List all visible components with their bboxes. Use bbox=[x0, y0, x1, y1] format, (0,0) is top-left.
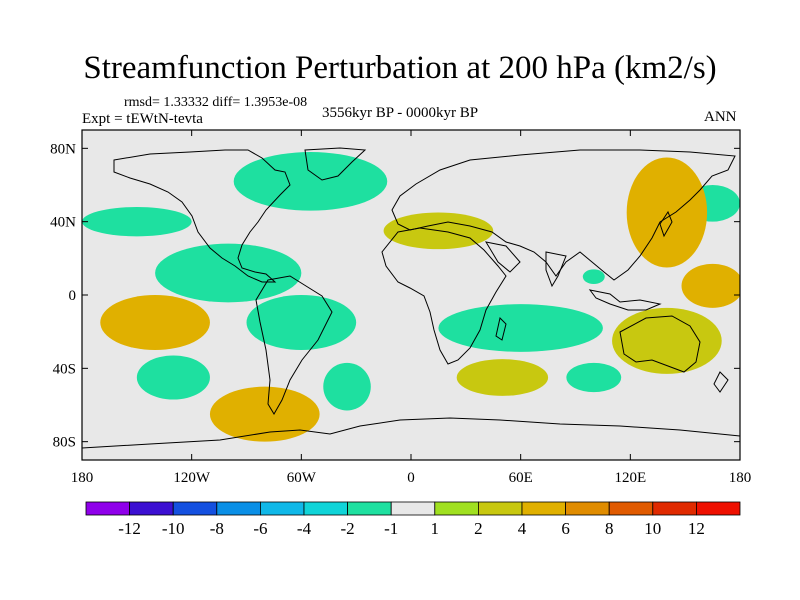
colorbar-label: 1 bbox=[431, 519, 440, 538]
region-tropical-atlantic-negative bbox=[246, 295, 357, 350]
colorbar-swatch bbox=[347, 501, 392, 516]
colorbar-label: -2 bbox=[341, 519, 355, 538]
lat-tick-label: 80S bbox=[53, 435, 76, 451]
greenland-coastline bbox=[304, 147, 367, 181]
lon-tick-label: 60E bbox=[509, 470, 533, 486]
colorbar-label: -8 bbox=[210, 519, 224, 538]
colorbar-swatch bbox=[696, 501, 741, 516]
region-north-atlantic-negative bbox=[233, 152, 388, 211]
new-zealand-coastline bbox=[713, 371, 729, 393]
region-south-pacific-high-lat-positive bbox=[209, 386, 320, 442]
japan-coastline bbox=[659, 210, 673, 238]
lon-tick-label: 180 bbox=[729, 470, 752, 486]
colorbar-label: 6 bbox=[561, 519, 570, 538]
africa-coastline bbox=[381, 227, 507, 365]
colorbar-swatch bbox=[129, 501, 174, 516]
colorbar-swatch bbox=[216, 501, 261, 516]
region-australia-south-negative bbox=[566, 362, 622, 393]
season-label: ANN bbox=[704, 109, 737, 125]
australia-coastline bbox=[619, 315, 701, 373]
region-indian-ocean-negative bbox=[438, 304, 603, 352]
colorbar-label: -10 bbox=[162, 519, 185, 538]
colorbar-swatch bbox=[521, 501, 566, 516]
anomaly-regions bbox=[82, 152, 740, 442]
north-america-coastline bbox=[113, 149, 291, 283]
lat-tick-label: 80N bbox=[50, 141, 76, 157]
eurasia-coastline bbox=[391, 149, 736, 281]
colorbar-swatch bbox=[259, 501, 305, 516]
colorbar-swatch bbox=[608, 501, 654, 516]
region-eastern-north-pacific-negative bbox=[82, 207, 192, 237]
lon-tick-label: 120E bbox=[614, 470, 646, 486]
lon-tick-label: 180 bbox=[71, 470, 94, 486]
colorbar-swatch bbox=[434, 501, 479, 516]
region-east-pacific-negative bbox=[136, 355, 210, 400]
colorbar-label: 12 bbox=[688, 519, 705, 538]
stats-label: rmsd= 1.33332 diff= 1.3953e-08 bbox=[124, 95, 308, 110]
region-asia-positive bbox=[626, 157, 708, 268]
lon-tick-label: 120W bbox=[173, 470, 211, 486]
south-america-coastline bbox=[255, 275, 333, 415]
region-south-pacific-positive bbox=[100, 295, 210, 350]
colorbar-label: 4 bbox=[518, 519, 527, 538]
region-west-pacific-positive bbox=[681, 263, 740, 308]
colorbar-label: 2 bbox=[474, 519, 483, 538]
colorbar-swatch bbox=[172, 501, 218, 516]
colorbar-label: -4 bbox=[297, 519, 312, 538]
colorbar-swatch bbox=[652, 501, 697, 516]
maritime-continent-coastline bbox=[588, 289, 662, 311]
plot-title: Streamfunction Perturbation at 200 hPa (… bbox=[83, 50, 717, 86]
madagascar-coastline bbox=[495, 317, 507, 341]
colorbar-swatch bbox=[477, 501, 523, 516]
lat-tick-label: 0 bbox=[69, 288, 77, 304]
lat-tick-label: 40S bbox=[53, 361, 76, 377]
map-axes: 180 120W 60W 0 60E 120E 180 80N 40N 0 40S 80S bbox=[50, 130, 751, 486]
colorbar-label: 10 bbox=[644, 519, 661, 538]
colorbar: -12 -10 -8 -6 -4 -2 -1 1 2 4 6 8 10 12 bbox=[85, 501, 741, 538]
colorbar-label: -6 bbox=[253, 519, 267, 538]
period-label: 3556kyr BP - 0000kyr BP bbox=[322, 105, 479, 121]
india-coastline bbox=[545, 251, 567, 288]
colorbar-swatch bbox=[565, 501, 610, 516]
lat-tick-label: 40N bbox=[50, 215, 76, 231]
experiment-label: Expt = tEWtN-tevta bbox=[82, 111, 203, 127]
colorbar-label: 8 bbox=[605, 519, 614, 538]
region-maritime-negative bbox=[582, 269, 605, 284]
region-southern-ocean-positive bbox=[456, 359, 549, 396]
colorbar-swatch bbox=[390, 501, 436, 516]
region-south-atlantic-negative bbox=[323, 362, 371, 411]
colorbar-label: -12 bbox=[118, 519, 141, 538]
region-australia-positive bbox=[612, 307, 722, 374]
arabia-coastline bbox=[484, 241, 521, 273]
coastlines bbox=[82, 147, 740, 449]
antarctica-coastline bbox=[82, 417, 740, 449]
lon-tick-label: 60W bbox=[287, 470, 317, 486]
colorbar-label: -1 bbox=[384, 519, 398, 538]
colorbar-swatch bbox=[303, 501, 348, 516]
lon-tick-label: 0 bbox=[407, 470, 415, 486]
region-central-america-negative bbox=[155, 243, 302, 303]
colorbar-swatch bbox=[85, 501, 130, 516]
